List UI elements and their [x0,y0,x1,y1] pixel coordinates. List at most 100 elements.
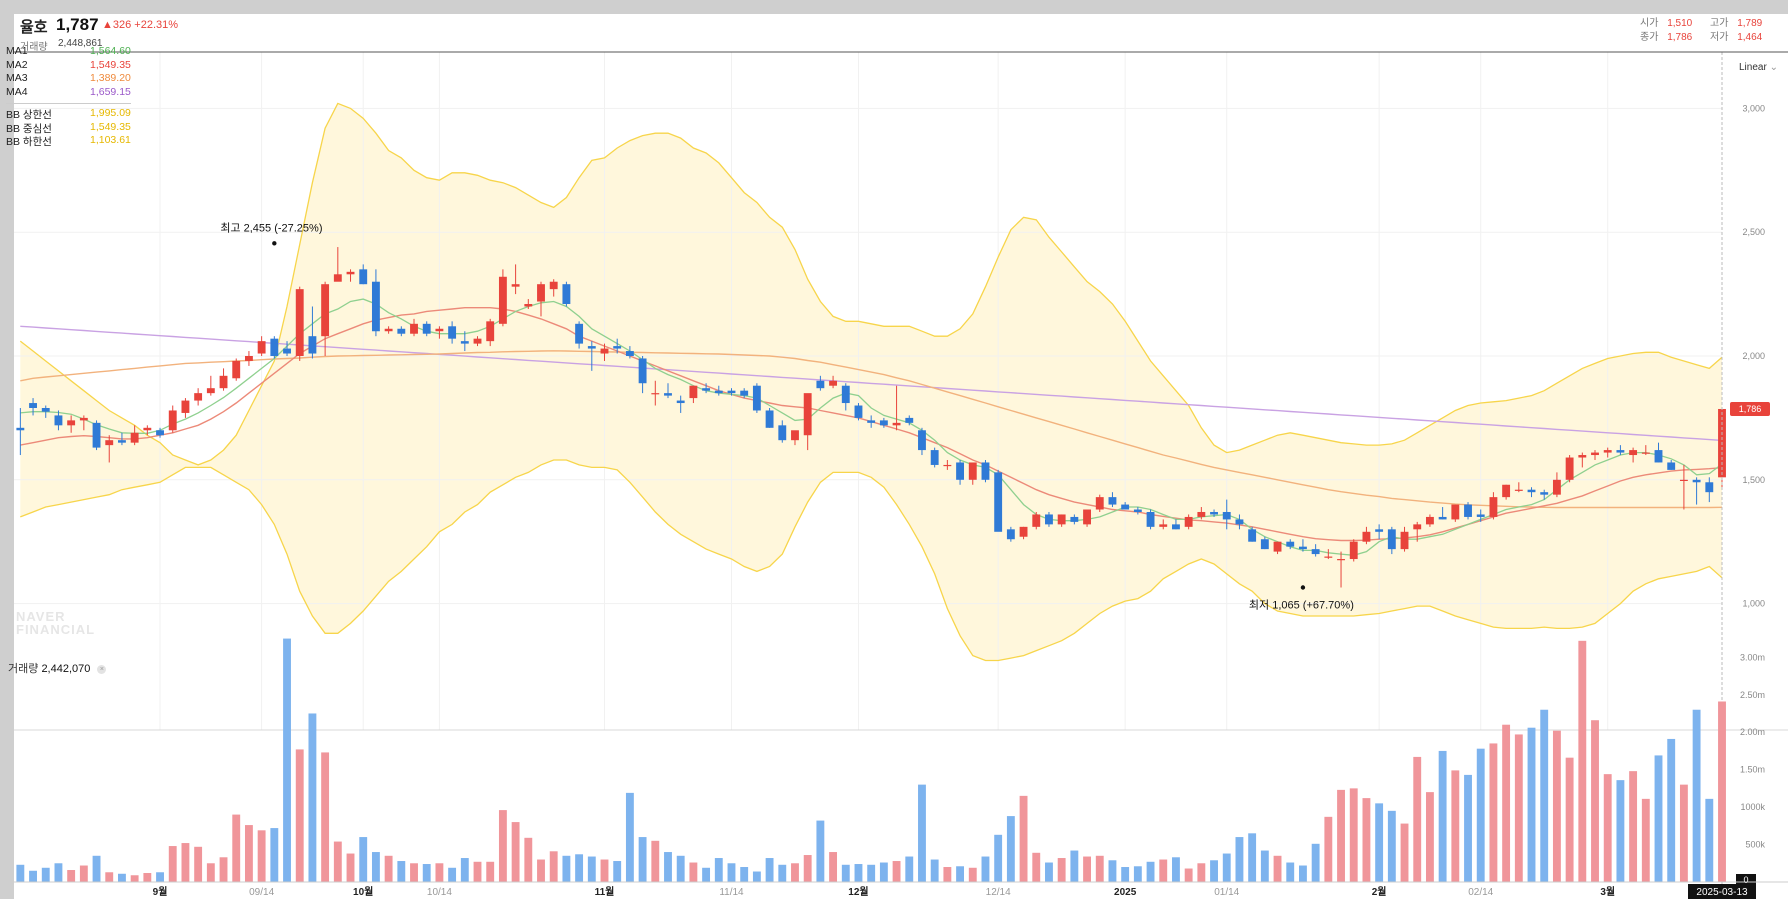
volume-bar [638,837,647,882]
candle-body [1260,539,1269,550]
stock-name: 율호 [20,19,48,36]
volume-bar [1057,858,1066,882]
volume-bar [422,864,431,882]
candle-body [410,323,418,334]
volume-bar [219,857,228,882]
date-tag [1688,884,1756,899]
volume-bar [1121,867,1130,882]
volume-bar [1108,860,1117,882]
candle-body [1514,489,1523,491]
volume-bar [918,784,926,882]
volume-bar [384,855,393,882]
candle-body [1603,450,1612,453]
x-axis-tick: 01/14 [1214,887,1239,898]
candle-body [194,393,203,401]
candle-body [1489,497,1498,517]
volume-bar [283,638,291,882]
bb-lower-line [20,459,1723,662]
candle-body [257,341,266,354]
candle-body [1159,524,1168,527]
candle-body [105,440,114,446]
candle-body [1438,516,1447,520]
volume-bar [410,863,418,882]
close-value: 1,786 [1667,32,1693,43]
volume-axis-tick: 0 [1743,875,1748,885]
volume-bar [994,834,1003,882]
candle-body [1502,484,1511,498]
volume-bar [740,867,749,882]
volume-bar [562,855,571,882]
legend-name: BB 하한선 [6,136,52,148]
candle-body [232,360,241,379]
volume-axis-tick: 2.00m [1740,727,1765,737]
volume-bar [600,859,609,882]
volume-bar [1387,810,1396,882]
candle-body [587,346,596,349]
legend-name: BB 중심선 [6,122,52,135]
candle-body [79,417,88,421]
volume-bar [1324,816,1333,882]
volume-bar [803,855,812,882]
volume-bar [92,855,101,882]
candle-body [1299,546,1307,550]
candle-body [1591,452,1599,456]
legend-bb-upper: BB 상한선 1,995.09 [0,107,140,121]
candle-body [651,393,660,395]
volume-bar [1603,774,1612,882]
volume-bar [270,828,279,882]
volume-bar [1514,734,1523,882]
candle-body [575,323,584,344]
volume-bar [1654,755,1663,882]
legend-value: 1,995.09 [90,107,131,119]
volume-bar [1375,803,1384,882]
candle-body [1083,509,1091,525]
volume-bar [689,862,698,882]
volume-bar [1476,748,1485,882]
candle-body [918,430,926,451]
scale-mode-dropdown[interactable]: Linear ⌄ [1739,62,1778,73]
candle-body [92,422,101,448]
volume-bar [1451,770,1460,882]
volume-bar [1438,750,1447,882]
volume-bar [54,863,63,882]
volume-bar [702,867,711,882]
candle-body [892,422,901,426]
candle-body [702,388,711,391]
candle-body [143,427,152,431]
candle-body [321,284,330,337]
volume-bar [1070,850,1079,882]
volume-bar [1248,833,1257,882]
volume-bar [1629,771,1638,882]
candle-body [486,321,495,342]
candle-body [765,410,774,428]
candle-body [740,390,749,396]
x-axis-tick: 9월 [153,886,168,898]
legend-value: 1,549.35 [90,120,131,133]
volume-bar [752,871,761,882]
volume-bar [1464,774,1472,882]
chevron-down-icon: ⌄ [1769,62,1778,73]
high-value: 1,789 [1737,18,1763,29]
candle-body [829,380,838,386]
volume-bar [156,872,164,882]
volume-axis-tick: 2.50m [1740,690,1765,700]
candle-body [981,462,990,480]
volume-bar [448,867,457,882]
volume-bar [1299,865,1307,882]
candle-body [130,432,139,443]
candle-body [689,385,698,399]
watermark-logo: NAVER FINANCIAL [16,610,95,636]
close-icon[interactable]: × [97,664,107,674]
volume-bar [765,858,774,882]
x-axis-tick: 10월 [353,886,373,898]
volume-bar [791,863,799,882]
volume-pane-value: 2,442,070 [41,663,91,675]
volume-bar [651,840,660,882]
volume-bar [359,837,368,882]
volume-bar [1540,709,1549,882]
legend-name: MA4 [6,85,28,98]
open-readout: 시가 1,510 [1640,14,1692,29]
candle-body [1032,514,1041,527]
volume-bar [1679,784,1688,882]
